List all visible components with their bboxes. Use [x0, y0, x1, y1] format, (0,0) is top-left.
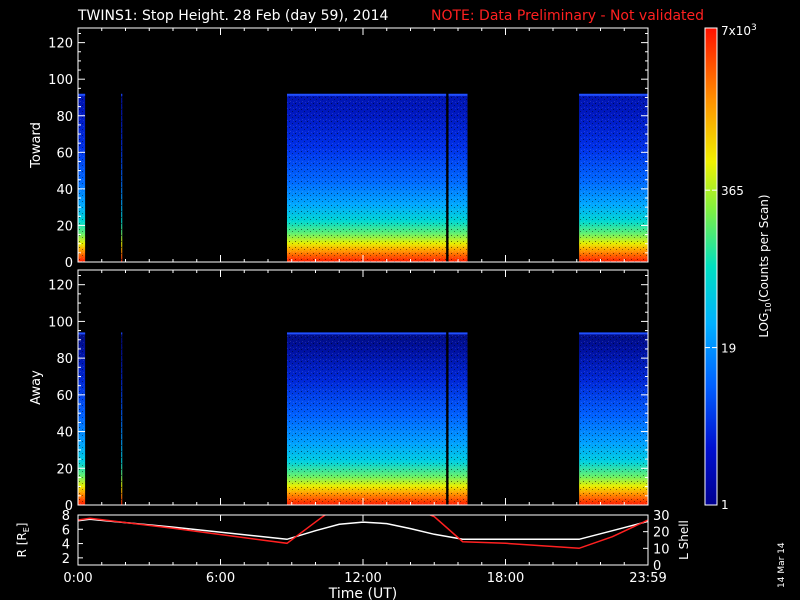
noise-overlay [78, 93, 86, 262]
data-top-edge [579, 93, 648, 96]
y-axis-label: Away [29, 370, 44, 405]
y-tick-label: 0 [65, 499, 73, 514]
noise-overlay [287, 93, 447, 262]
noise-overlay [448, 93, 468, 262]
data-top-edge [78, 93, 86, 96]
noise-overlay [448, 332, 468, 505]
y-tick-label-right: 30 [653, 509, 670, 524]
data-top-edge [448, 332, 468, 335]
y-tick-label-right: 0 [653, 559, 661, 574]
y-tick-label: 120 [48, 37, 73, 52]
data-top-edge [121, 93, 123, 96]
noise-overlay [579, 332, 648, 505]
data-top-edge [78, 332, 86, 335]
y-tick-label: 60 [56, 146, 73, 161]
r-distance-line [78, 518, 648, 541]
y-tick-label-right: 10 [653, 542, 670, 557]
noise-overlay [121, 332, 123, 505]
colorbar: 1 19 365 7x103 LOG10(Counts per Scan) [704, 23, 773, 512]
x-axis-label: Time (UT) [328, 586, 397, 600]
y-tick-label: 100 [48, 73, 73, 88]
x-tick-label: 23:59 [629, 571, 666, 586]
y-tick-label: 0 [65, 256, 73, 271]
y-tick-label: 20 [56, 462, 73, 477]
colorbar-tick-label: 19 [721, 342, 736, 356]
data-top-edge [448, 93, 468, 96]
y-tick-label: 80 [56, 110, 73, 125]
preliminary-note: NOTE: Data Preliminary - Not validated [431, 8, 704, 24]
data-top-edge [579, 332, 648, 335]
date-stamp: 14 Mar 14 [777, 542, 787, 588]
colorbar-tick-label: 365 [721, 184, 744, 198]
away-panel: 0 20 40 60 80 100 120 Away [29, 269, 649, 514]
noise-overlay [287, 332, 447, 505]
y-tick-label-left: 6 [62, 523, 70, 538]
l-shell-line [78, 515, 648, 550]
x-tick-label: 18:00 [487, 571, 524, 586]
colorbar-gradient [704, 27, 718, 506]
colorbar-tick-label: 7x103 [721, 23, 757, 38]
chart-title: TWINS1: Stop Height. 28 Feb (day 59), 20… [77, 8, 388, 24]
l-shell-axis-label: L Shell [677, 520, 691, 560]
y-tick-label: 60 [56, 389, 73, 404]
x-tick-label: 0:00 [63, 571, 92, 586]
data-top-edge [287, 332, 447, 335]
y-tick-label: 80 [56, 352, 73, 367]
r-axis-label: R [RE] [15, 523, 31, 558]
y-tick-label-left: 2 [62, 552, 70, 567]
colorbar-tick-label: 1 [721, 498, 729, 512]
y-tick-label: 40 [56, 183, 73, 198]
y-tick-label: 40 [56, 426, 73, 441]
y-tick-label-left: 8 [62, 509, 70, 524]
y-tick-label-right: 20 [653, 526, 670, 541]
noise-overlay [121, 93, 123, 262]
toward-panel: 0 20 40 60 80 100 120 Toward [29, 27, 649, 271]
noise-overlay [579, 93, 648, 262]
y-axis-label: Toward [29, 122, 44, 169]
y-tick-label: 100 [48, 315, 73, 330]
data-top-edge [121, 332, 123, 335]
noise-overlay [78, 332, 86, 505]
y-tick-label-left: 4 [62, 538, 70, 553]
x-tick-label: 6:00 [206, 571, 235, 586]
y-tick-label: 120 [48, 279, 73, 294]
x-tick-label: 12:00 [344, 571, 381, 586]
y-tick-label: 20 [56, 219, 73, 234]
data-top-edge [287, 93, 447, 96]
colorbar-label: LOG10(Counts per Scan) [757, 194, 773, 337]
